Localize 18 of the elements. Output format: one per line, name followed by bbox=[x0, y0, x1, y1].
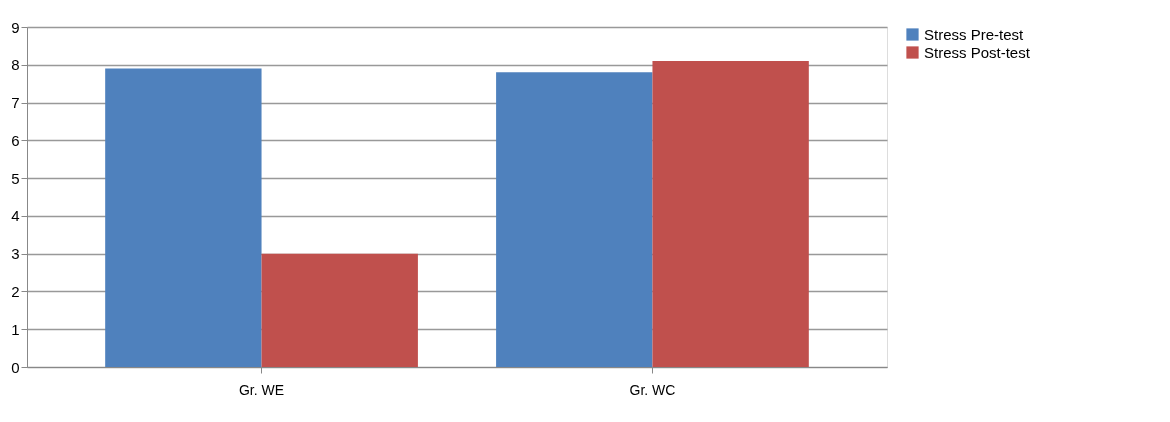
y-tick-label: 2 bbox=[11, 282, 20, 300]
y-tick-label: 8 bbox=[11, 56, 20, 74]
y-tick-label: 3 bbox=[11, 245, 20, 263]
bar bbox=[261, 253, 418, 367]
y-tick-label: 5 bbox=[11, 169, 20, 187]
y-tick-label: 9 bbox=[11, 18, 20, 36]
bar bbox=[105, 68, 262, 367]
legend-label: Stress Pre-test bbox=[924, 25, 1025, 43]
y-tick-label: 1 bbox=[11, 320, 20, 338]
x-tick-label: Gr. WC bbox=[629, 381, 676, 398]
legend-label: Stress Post-test bbox=[924, 43, 1031, 61]
y-tick-label: 6 bbox=[11, 131, 20, 149]
y-tick-label: 0 bbox=[11, 358, 20, 376]
bar bbox=[652, 61, 809, 367]
bar bbox=[496, 72, 653, 367]
y-tick-label: 4 bbox=[11, 207, 20, 225]
x-tick-label: Gr. WE bbox=[238, 381, 285, 398]
y-tick-label: 7 bbox=[11, 94, 20, 112]
